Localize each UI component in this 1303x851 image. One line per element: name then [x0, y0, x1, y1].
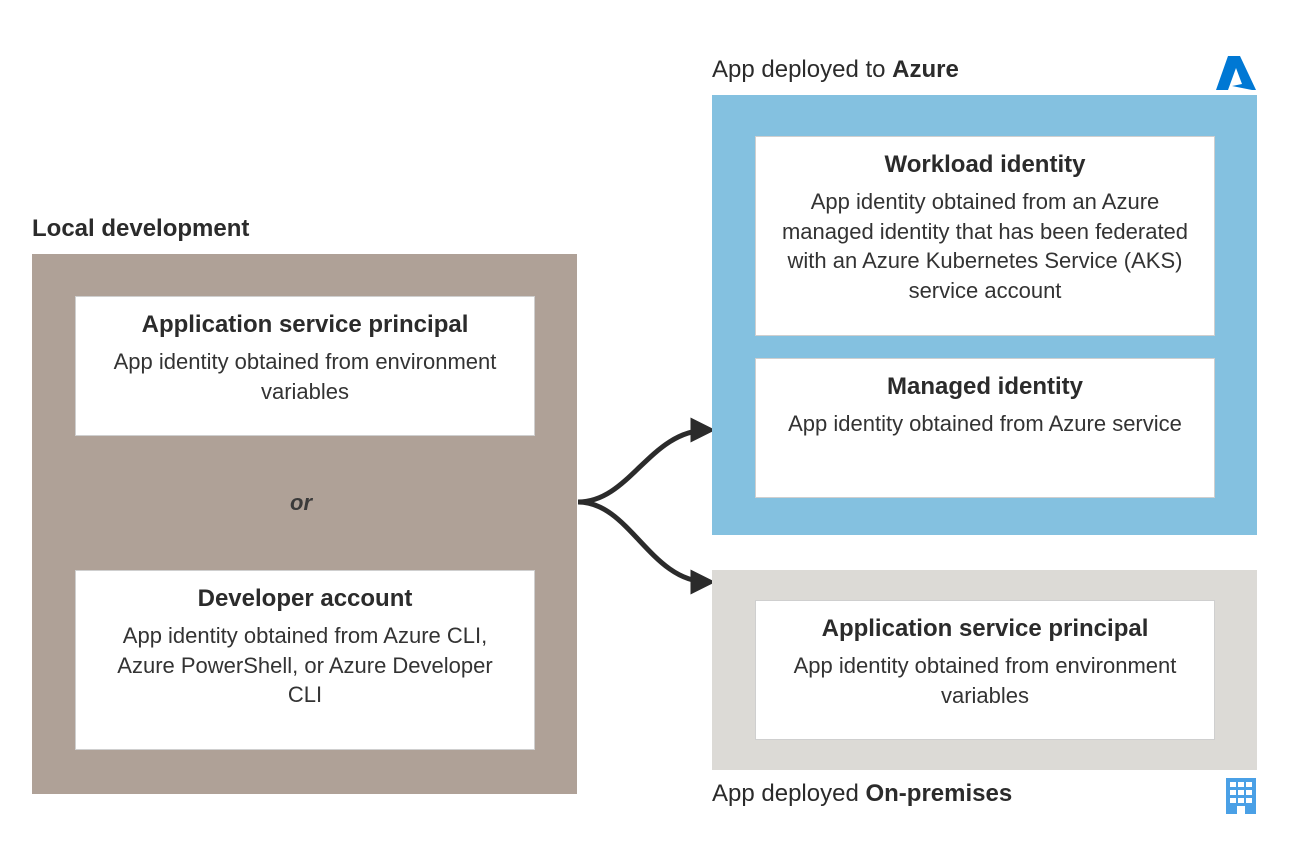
building-icon: [1220, 774, 1262, 816]
azure-card-workload: Workload identity App identity obtained …: [755, 136, 1215, 336]
onprem-label: App deployed On-premises: [712, 780, 1012, 808]
azure-label: App deployed to Azure: [712, 56, 959, 84]
azure-card-managed: Managed identity App identity obtained f…: [755, 358, 1215, 498]
azure-label-bold: Azure: [892, 56, 959, 83]
onprem-label-bold: On-premises: [865, 780, 1012, 807]
onprem-card-asp: Application service principal App identi…: [755, 600, 1215, 740]
onprem-card-asp-title: Application service principal: [780, 615, 1190, 643]
onprem-label-prefix: App deployed: [712, 780, 865, 807]
azure-card-workload-title: Workload identity: [780, 151, 1190, 179]
azure-logo-icon: [1212, 50, 1260, 98]
onprem-card-asp-desc: App identity obtained from environment v…: [780, 651, 1190, 710]
azure-card-managed-title: Managed identity: [780, 373, 1190, 401]
azure-card-workload-desc: App identity obtained from an Azure mana…: [780, 187, 1190, 306]
azure-card-managed-desc: App identity obtained from Azure service: [780, 409, 1190, 439]
azure-label-prefix: App deployed to: [712, 56, 892, 83]
